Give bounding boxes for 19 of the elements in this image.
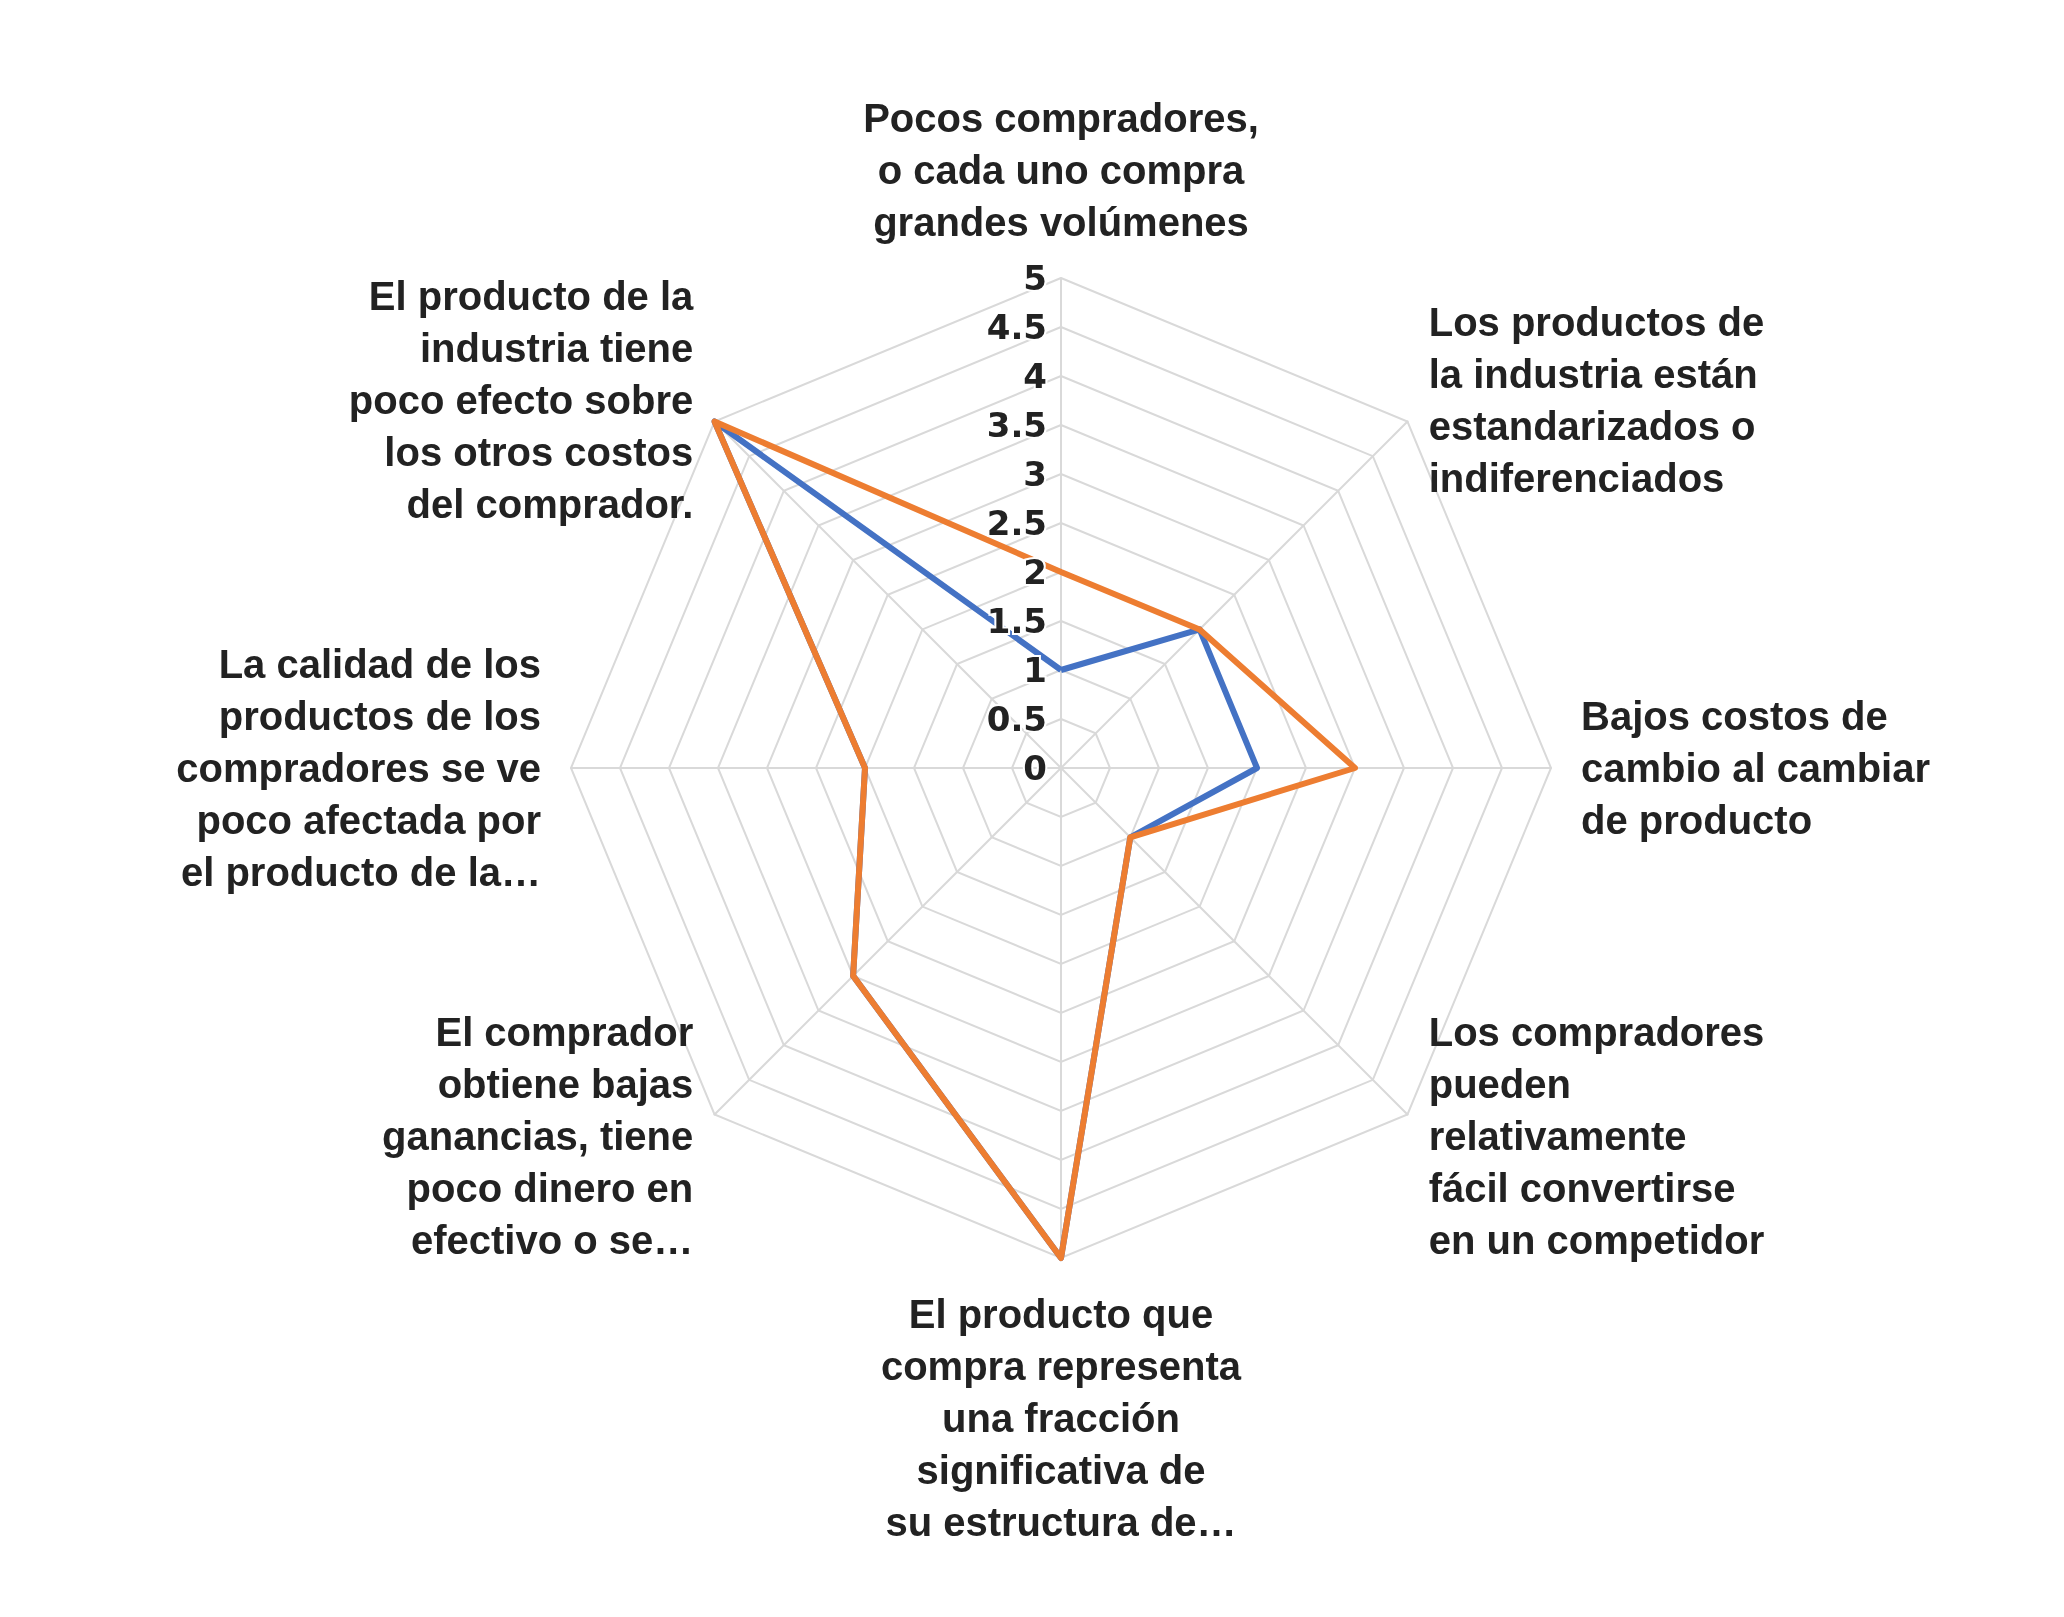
spoke-label: Los productos de la industria están estandarizados o indiferenciados [1428, 300, 1765, 501]
spoke-label: El producto de la industria tiene poco efecto sobre los otros costos del comprador. [348, 274, 695, 527]
y-tick-label: 2 [1023, 552, 1047, 592]
y-tick-label: 1 [1023, 650, 1047, 690]
y-tick-label: 3.5 [986, 405, 1047, 445]
spoke-label: Pocos compradores, o cada uno compra grandes volúmenes [863, 96, 1259, 244]
spoke-label: Los compradores pueden relativamente fácil convertirse en un competidor [1428, 1009, 1765, 1262]
spoke-label: El producto que compra representa una fracción significativa de su estructura de… [880, 1292, 1242, 1544]
y-tick-label: 0 [1023, 748, 1047, 788]
y-tick-label: 5 [1023, 258, 1047, 298]
y-tick-label: 2.5 [986, 503, 1047, 543]
y-tick-label: 4 [1023, 356, 1047, 396]
spoke-label: El comprador obtiene bajas ganancias, tiene poco dinero en efectivo o se… [382, 1009, 694, 1262]
y-tick-label: 0.5 [986, 699, 1047, 739]
y-tick-label: 1.5 [986, 601, 1047, 641]
spoke-label: La calidad de los productos de los compradores se ve poco afectada por el producto de la… [176, 642, 541, 894]
spoke-label: Bajos costos de cambio al cambiar de producto [1581, 694, 1931, 842]
y-tick-label: 4.5 [986, 307, 1047, 347]
y-tick-label: 3 [1023, 454, 1047, 494]
